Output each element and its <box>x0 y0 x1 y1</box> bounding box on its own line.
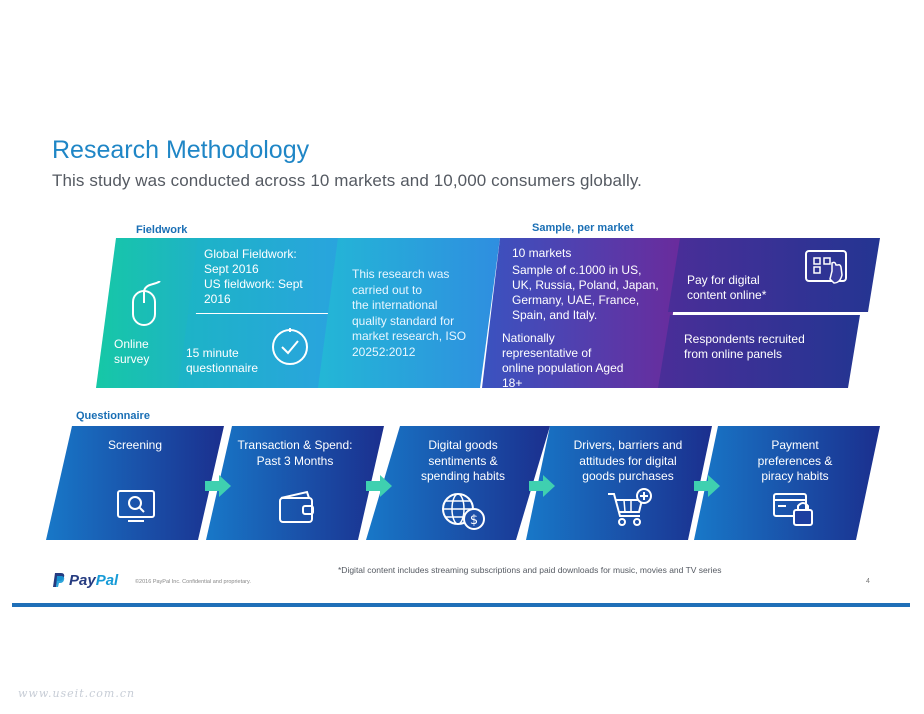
paypal-logo-icon <box>52 572 66 592</box>
tile-digital-content: Pay for digital content online* <box>668 238 880 312</box>
step-3-line-2: sentiments & <box>428 453 498 468</box>
arrow-right-icon <box>366 475 392 502</box>
watermark: www.useit.com.cn <box>18 687 136 700</box>
questionnaire-step-screening: Screening <box>46 426 224 540</box>
page-number: 4 <box>866 578 870 585</box>
paypal-logo-pay: Pay <box>69 572 96 589</box>
cart-plus-icon <box>606 488 652 533</box>
standard-line-1: This research was <box>352 267 450 281</box>
tablet-touch-icon <box>804 249 852 294</box>
questionnaire-step-payment: Payment preferences & piracy habits <box>694 426 880 540</box>
section-label-sample: Sample, per market <box>532 222 634 234</box>
step-5-line-1: Payment <box>771 438 819 452</box>
monitor-search-icon <box>116 489 156 528</box>
globe-dollar-icon: $ <box>440 491 486 536</box>
arrow-right-icon <box>205 475 231 502</box>
footnote: *Digital content includes streaming subs… <box>338 565 722 575</box>
global-fieldwork-line-4: 2016 <box>204 292 231 306</box>
page-subtitle: This study was conducted across 10 marke… <box>52 171 643 190</box>
standard-line-3: the international <box>352 298 438 312</box>
questionnaire-step-transaction: Transaction & Spend: Past 3 Months <box>206 426 384 540</box>
tile-duration: 15 minute questionnaire <box>178 314 338 388</box>
mouse-icon <box>126 280 166 334</box>
digital-line-1: Pay for digital <box>687 273 760 287</box>
clock-icon <box>269 326 311 373</box>
online-survey-line-1: Online <box>114 337 149 351</box>
global-fieldwork-line-1: Global Fieldwork: <box>204 247 297 261</box>
tile-online-panels: Respondents recruited from online panels <box>658 315 860 388</box>
tile-markets: 10 markets Sample of c.1000 in US, UK, R… <box>482 238 682 390</box>
duration-line-2: questionnaire <box>186 361 259 375</box>
panels-line-1: Respondents recruited <box>684 332 805 346</box>
step-4-line-1: Drivers, barriers and <box>573 438 683 452</box>
markets-line-5: Spain, and Italy. <box>512 308 598 322</box>
markets-line-2: Sample of c.1000 in US, <box>512 263 642 277</box>
copyright: ©2016 PayPal Inc. Confidential and propr… <box>135 579 251 585</box>
standard-line-4: quality standard for <box>352 313 455 328</box>
step-4-line-3: goods purchases <box>582 469 674 483</box>
panels-line-2: from online panels <box>684 347 783 361</box>
questionnaire-step-digital-goods: Digital goods sentiments & spending habi… <box>366 426 550 540</box>
markets-line-1: 10 markets <box>512 246 572 260</box>
arrow-right-icon <box>529 475 555 502</box>
questionnaire-step-drivers: Drivers, barriers and attitudes for digi… <box>526 426 712 540</box>
markets-line-3: UK, Russia, Poland, Japan, <box>512 278 659 292</box>
global-fieldwork-line-3: US fieldwork: Sept <box>204 277 303 291</box>
representative-line-2: representative of <box>502 346 592 360</box>
representative-line-3: online population Aged <box>502 361 624 375</box>
arrow-right-icon <box>694 475 720 502</box>
tile-global-fieldwork: Global Fieldwork: Sept 2016 US fieldwork… <box>188 238 348 313</box>
page-title: Research Methodology <box>52 136 310 164</box>
digital-line-2: content online* <box>687 288 767 302</box>
paypal-logo-pal: Pal <box>95 572 119 589</box>
global-fieldwork-line-2: Sept 2016 <box>204 262 259 276</box>
step-5-line-2: preferences & <box>757 453 833 468</box>
tile-online-survey: Online survey <box>96 238 206 388</box>
standard-line-5: market research, ISO <box>352 329 467 343</box>
step-4-line-2: attitudes for digital <box>579 453 677 468</box>
tile-iso-standard: This research was carried out to the int… <box>318 238 500 388</box>
section-label-fieldwork: Fieldwork <box>136 224 188 236</box>
step-2-line-1: Transaction & Spend: <box>237 438 353 452</box>
duration-line-1: 15 minute <box>186 346 239 360</box>
card-lock-icon <box>772 490 816 533</box>
section-label-questionnaire: Questionnaire <box>76 410 150 422</box>
svg-text:$: $ <box>470 513 478 528</box>
bottom-bar <box>12 603 910 607</box>
standard-line-2: carried out to <box>352 282 423 297</box>
step-3-line-1: Digital goods <box>428 438 498 452</box>
wallet-icon <box>277 490 317 529</box>
representative-line-4: 18+ <box>502 376 523 390</box>
markets-line-4: Germany, UAE, France, <box>512 293 640 307</box>
step-5-line-3: piracy habits <box>761 469 829 483</box>
step-2-line-2: Past 3 Months <box>256 453 334 468</box>
online-survey-line-2: survey <box>114 352 150 366</box>
step-1-line-1: Screening <box>107 438 163 452</box>
standard-line-6: 20252:2012 <box>352 344 416 359</box>
representative-line-1: Nationally <box>502 331 555 345</box>
paypal-logo: PayPal <box>52 572 118 592</box>
step-3-line-3: spending habits <box>420 469 506 483</box>
